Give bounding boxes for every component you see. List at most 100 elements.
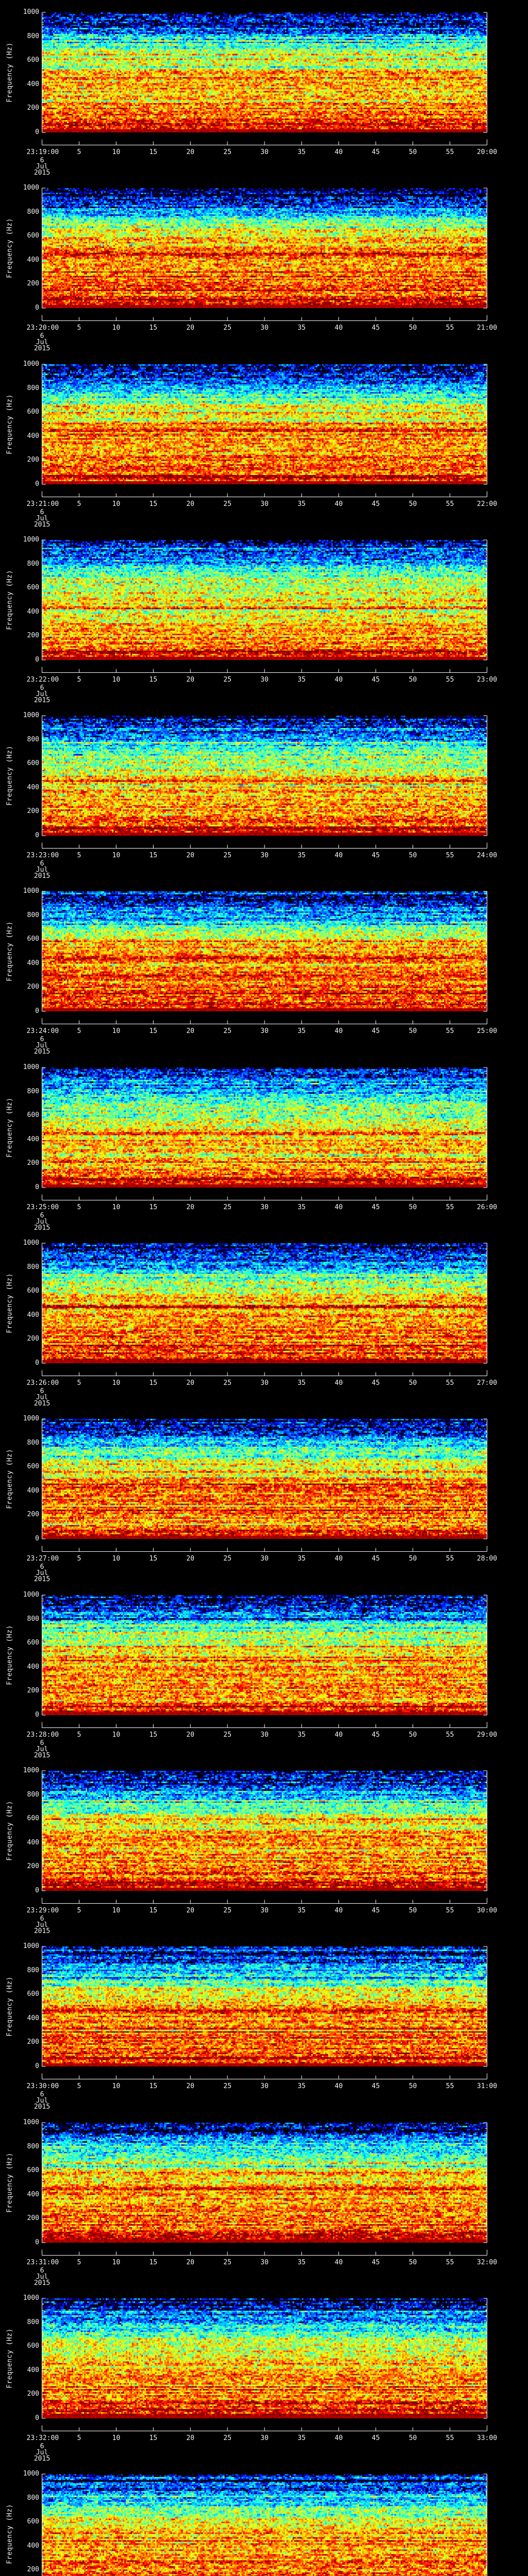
date-day-label: 6 [40, 509, 44, 516]
axis-lines-and-ticks [42, 891, 487, 1024]
x-tick-label: 35 [298, 500, 306, 508]
y-tick-label: 0 [35, 832, 39, 839]
x-tick-label: 30 [260, 2082, 269, 2090]
axes [42, 1770, 487, 1904]
y-tick-label: 600 [27, 232, 39, 240]
x-tick-label: 5 [77, 1027, 81, 1035]
spectrogram-panel: Frequency (Hz) 23:20:00 21:00 6 Jul 2015… [0, 176, 528, 352]
x-tick-label: 25 [223, 500, 232, 508]
x-tick-label: 25 [223, 1731, 232, 1739]
axis-lines-and-ticks [42, 2298, 487, 2431]
x-tick-label: 55 [446, 2082, 454, 2090]
axis-lines-and-ticks [42, 2122, 487, 2256]
date-day-label: 6 [40, 1387, 44, 1395]
x-axis-end-time-label: 28:00 [476, 1555, 498, 1563]
y-tick-label: 200 [27, 1511, 39, 1519]
x-tick-label: 30 [260, 1379, 269, 1387]
date-month-label: Jul [36, 1218, 48, 1226]
y-tick-label: 800 [27, 1438, 39, 1447]
x-tick-label: 10 [112, 852, 121, 859]
y-tick-label: 600 [27, 935, 39, 943]
x-tick-label: 50 [408, 2082, 417, 2090]
y-tick-label: 800 [27, 1263, 39, 1271]
y-tick-label: 600 [27, 1990, 39, 1998]
x-tick-label: 50 [408, 2434, 417, 2442]
y-tick-label: 400 [27, 959, 39, 967]
x-tick-label: 20 [186, 852, 194, 859]
x-tick-label: 55 [446, 1555, 454, 1563]
x-tick-label: 55 [446, 2259, 454, 2266]
date-year-label: 2015 [34, 1927, 51, 1935]
spectrogram-image [42, 2474, 487, 2576]
x-tick-label: 50 [408, 852, 417, 859]
x-tick-label: 20 [186, 1204, 194, 1211]
spectrogram-image [42, 540, 487, 660]
axis-lines-and-ticks [42, 1595, 487, 1728]
y-tick-label: 800 [27, 560, 39, 568]
x-tick-label: 45 [371, 2082, 380, 2090]
x-tick-label: 20 [186, 1731, 194, 1739]
y-tick-label: 0 [35, 128, 39, 136]
y-tick-label: 200 [27, 280, 39, 288]
x-tick-label: 50 [408, 1027, 417, 1035]
x-tick-label: 45 [371, 1907, 380, 1914]
spectrogram-panel: Frequency (Hz) 23:22:00 23:00 6 Jul 2015… [0, 528, 528, 704]
x-tick-label: 35 [298, 148, 306, 156]
spectrogram-image [42, 1595, 487, 1715]
y-tick-label: 200 [27, 807, 39, 816]
x-tick-label: 20 [186, 2434, 194, 2442]
x-tick-label: 20 [186, 1907, 194, 1914]
x-tick-label: 40 [335, 500, 343, 508]
date-year-label: 2015 [34, 1400, 51, 1408]
x-tick-label: 5 [77, 1907, 81, 1914]
y-tick-label: 800 [27, 2494, 39, 2502]
x-tick-label: 10 [112, 1204, 121, 1211]
x-tick-label: 50 [408, 148, 417, 156]
spectrogram-panel: Frequency (Hz) 23:29:00 30:00 6 Jul 2015… [0, 1758, 528, 1935]
y-tick-label: 800 [27, 911, 39, 919]
date-day-label: 6 [40, 2443, 44, 2450]
axes [42, 539, 487, 673]
x-tick-label: 50 [408, 676, 417, 684]
axes [42, 1595, 487, 1728]
spectrogram-image [42, 1243, 487, 1363]
date-day-label: 6 [40, 2091, 44, 2098]
y-tick-label: 1000 [23, 2470, 39, 2478]
x-tick-label: 35 [298, 676, 306, 684]
spectrogram-panel: Frequency (Hz) 23:31:00 32:00 6 Jul 2015… [0, 2110, 528, 2287]
y-tick-label: 1000 [23, 536, 39, 544]
spectrogram-panel: Frequency (Hz) 23:26:00 27:00 6 Jul 2015… [0, 1231, 528, 1408]
y-tick-label: 800 [27, 1087, 39, 1095]
axes [42, 891, 487, 1024]
x-tick-label: 25 [223, 852, 232, 859]
date-day-label: 6 [40, 332, 44, 340]
y-tick-label: 0 [35, 304, 39, 312]
x-tick-label: 50 [408, 1555, 417, 1563]
x-tick-label: 45 [371, 1027, 380, 1035]
x-tick-label: 40 [335, 148, 343, 156]
y-tick-label: 1000 [23, 1063, 39, 1071]
y-tick-label: 1000 [23, 711, 39, 719]
y-tick-label: 800 [27, 384, 39, 392]
y-tick-label: 400 [27, 2541, 39, 2550]
x-tick-label: 25 [223, 148, 232, 156]
y-tick-label: 0 [35, 1359, 39, 1367]
y-tick-label: 200 [27, 983, 39, 991]
y-tick-label: 800 [27, 208, 39, 216]
x-tick-label: 45 [371, 500, 380, 508]
x-tick-label: 10 [112, 148, 121, 156]
x-tick-label: 45 [371, 324, 380, 332]
y-tick-label: 200 [27, 1335, 39, 1343]
x-axis-start-time-label: 23:25:00 [26, 1204, 59, 1211]
y-tick-label: 0 [35, 2062, 39, 2070]
x-tick-label: 5 [77, 1379, 81, 1387]
spectrogram-image [42, 364, 487, 484]
y-tick-label: 0 [35, 1183, 39, 1191]
x-tick-label: 10 [112, 1027, 121, 1035]
x-tick-label: 55 [446, 1731, 454, 1739]
y-tick-label: 400 [27, 432, 39, 440]
x-tick-label: 55 [446, 2434, 454, 2442]
x-axis-end-time-label: 25:00 [476, 1027, 498, 1035]
x-tick-label: 35 [298, 1204, 306, 1211]
